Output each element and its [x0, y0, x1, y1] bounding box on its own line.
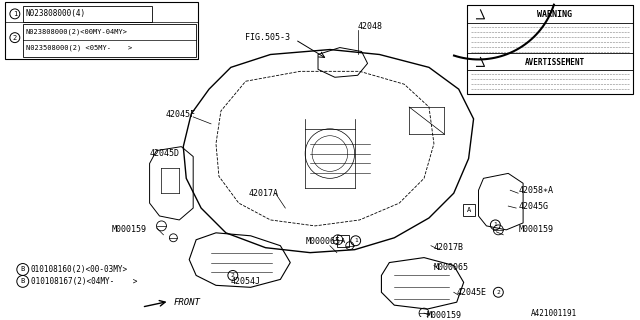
Bar	[337, 235, 349, 247]
Bar	[5, 2, 198, 60]
Text: 010108167(2)<04MY-    >: 010108167(2)<04MY- >	[31, 277, 137, 286]
Text: 42054J: 42054J	[231, 277, 261, 286]
Text: 42045E: 42045E	[457, 288, 487, 297]
Text: 2: 2	[231, 273, 235, 278]
Text: 2: 2	[497, 290, 500, 295]
Text: N023508000(2) <05MY-    >: N023508000(2) <05MY- >	[26, 44, 132, 51]
Text: 42045F: 42045F	[166, 110, 195, 119]
Text: A421001191: A421001191	[531, 308, 577, 317]
Text: 010108160(2)<00-03MY>: 010108160(2)<00-03MY>	[31, 265, 128, 274]
Bar	[467, 52, 633, 70]
Bar	[467, 5, 633, 94]
Text: FIG.505-3: FIG.505-3	[244, 33, 290, 42]
Text: 42045G: 42045G	[518, 202, 548, 211]
Bar	[23, 6, 152, 22]
Text: AVERTISSEMENT: AVERTISSEMENT	[525, 58, 585, 67]
Text: 42045D: 42045D	[150, 149, 180, 158]
Bar	[467, 5, 633, 23]
Text: 42017A: 42017A	[249, 189, 278, 198]
Text: B: B	[20, 267, 25, 273]
Text: 1: 1	[354, 238, 358, 243]
Text: 42048: 42048	[358, 22, 383, 31]
Text: N023808000(4): N023808000(4)	[26, 9, 86, 18]
Text: 42017B: 42017B	[434, 243, 464, 252]
Text: M000159: M000159	[112, 225, 147, 234]
Text: 1: 1	[493, 222, 497, 228]
Text: M000065: M000065	[305, 237, 340, 246]
Text: 42058∗A: 42058∗A	[518, 186, 553, 195]
Text: M000159: M000159	[427, 310, 462, 320]
Text: 2: 2	[13, 35, 17, 41]
Text: M000065: M000065	[434, 263, 469, 272]
Text: N023808000(2)<00MY-04MY>: N023808000(2)<00MY-04MY>	[26, 28, 128, 35]
Text: A: A	[340, 238, 345, 244]
Bar	[23, 24, 196, 58]
Text: B: B	[20, 278, 25, 284]
Text: 1: 1	[13, 11, 17, 17]
Bar	[463, 204, 474, 216]
Text: WARNING: WARNING	[538, 10, 572, 20]
Text: FRONT: FRONT	[173, 298, 200, 307]
Text: A: A	[467, 207, 471, 213]
Text: M000159: M000159	[518, 225, 553, 234]
